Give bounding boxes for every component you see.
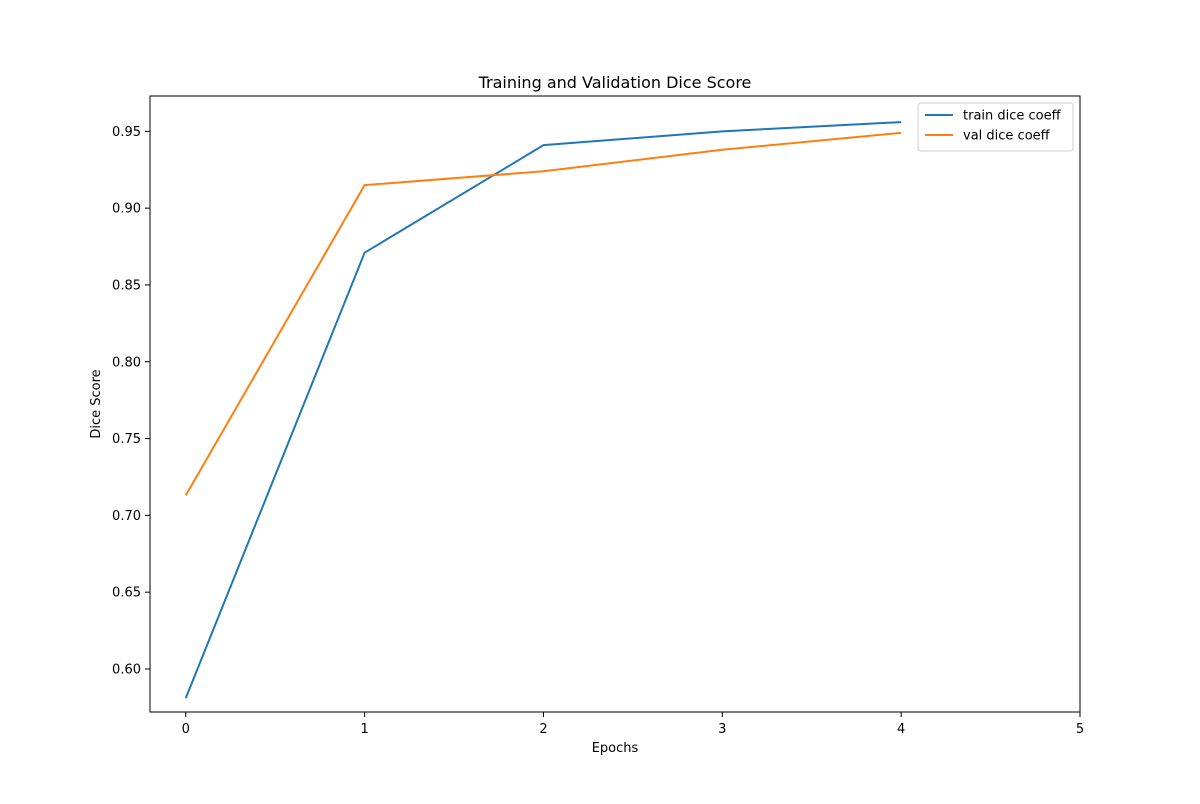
y-axis-label: Dice Score	[89, 369, 104, 438]
y-axis: 0.60 0.65 0.70 0.75 0.80 0.85 0.90 0.95	[112, 125, 150, 677]
x-tick-label: 1	[360, 722, 368, 737]
legend-box	[917, 102, 1074, 152]
x-tick-label: 0	[182, 722, 190, 737]
y-tick-label: 0.85	[112, 278, 141, 293]
y-tick-label: 0.75	[112, 432, 141, 447]
y-tick-label: 0.65	[112, 586, 141, 601]
plot-area	[149, 95, 1081, 713]
chart-title: Training and Validation Dice Score	[478, 73, 752, 92]
legend: train dice coeff val dice coeff	[917, 102, 1074, 152]
x-axis: 0 1 2 3 4 5	[182, 712, 1084, 737]
series-line-1	[184, 131, 902, 496]
legend-entry-0: train dice coeff	[963, 109, 1062, 124]
y-tick-label: 0.90	[112, 202, 141, 217]
x-tick-label: 3	[718, 722, 726, 737]
y-tick-label: 0.95	[112, 125, 141, 140]
x-axis-label: Epochs	[592, 741, 639, 756]
legend-entry-1: val dice coeff	[963, 129, 1051, 144]
plot-frame	[149, 95, 1081, 713]
x-tick-label: 4	[897, 722, 905, 737]
y-tick-label: 0.70	[112, 509, 141, 524]
y-tick-label: 0.80	[112, 355, 141, 370]
series-line-0	[184, 121, 902, 699]
x-tick-label: 5	[1076, 722, 1084, 737]
y-tick-label: 0.60	[112, 662, 141, 677]
x-tick-label: 2	[539, 722, 547, 737]
